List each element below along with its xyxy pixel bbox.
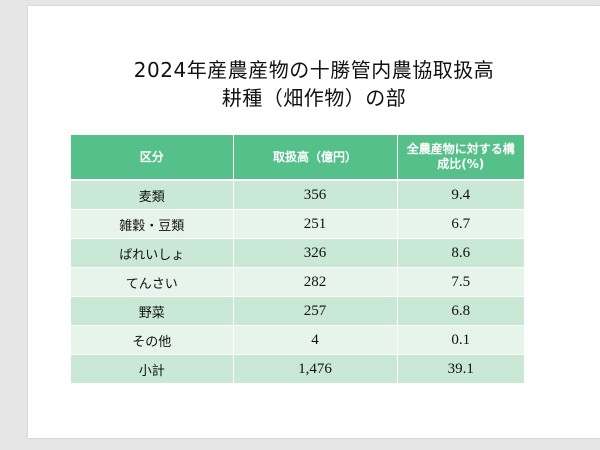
cell-ratio: 6.7 (397, 209, 524, 239)
cell-amount: 251 (233, 209, 398, 239)
cell-category: 雑穀・豆類 (71, 209, 234, 239)
cell-amount: 257 (233, 296, 398, 326)
cell-amount: 326 (233, 238, 398, 268)
title-line-1: 2024年産農産物の十勝管内農協取扱高 (133, 58, 495, 82)
cell-amount: 282 (233, 267, 398, 297)
cell-ratio: 7.5 (397, 267, 524, 297)
slide: 2024年産農産物の十勝管内農協取扱高 耕種（畑作物）の部 区分 取扱高（億円）… (28, 6, 600, 438)
cell-category: ばれいしょ (71, 238, 234, 268)
cell-category: 野菜 (71, 296, 234, 326)
cell-ratio: 6.8 (397, 296, 524, 326)
header-ratio: 全農産物に対する構成比(%) (397, 135, 524, 181)
table-row: てんさい 282 7.5 (71, 267, 524, 297)
cell-ratio: 39.1 (397, 354, 524, 384)
cell-amount: 1,476 (233, 354, 398, 384)
cell-amount: 4 (233, 325, 398, 355)
table-row: 麦類 356 9.4 (71, 180, 524, 210)
table-row: ばれいしょ 326 8.6 (71, 238, 524, 268)
slide-title: 2024年産農産物の十勝管内農協取扱高 耕種（畑作物）の部 (28, 56, 600, 112)
table-row-subtotal: 小計 1,476 39.1 (71, 354, 524, 384)
table-header-row: 区分 取扱高（億円） 全農産物に対する構成比(%) (71, 135, 524, 181)
cell-amount: 356 (233, 180, 398, 210)
table-row: その他 4 0.1 (71, 325, 524, 355)
cell-category: てんさい (71, 267, 234, 297)
header-amount: 取扱高（億円） (233, 135, 398, 181)
header-category: 区分 (71, 135, 234, 181)
table-row: 雑穀・豆類 251 6.7 (71, 209, 524, 239)
cell-ratio: 0.1 (397, 325, 524, 355)
data-table: 区分 取扱高（億円） 全農産物に対する構成比(%) 麦類 356 9.4 雑穀・… (71, 135, 524, 384)
title-line-2: 耕種（畑作物）の部 (221, 86, 407, 110)
table-row: 野菜 257 6.8 (71, 296, 524, 326)
cell-category: 小計 (71, 354, 234, 384)
cell-category: その他 (71, 325, 234, 355)
cell-ratio: 8.6 (397, 238, 524, 268)
cell-ratio: 9.4 (397, 180, 524, 210)
cell-category: 麦類 (71, 180, 234, 210)
